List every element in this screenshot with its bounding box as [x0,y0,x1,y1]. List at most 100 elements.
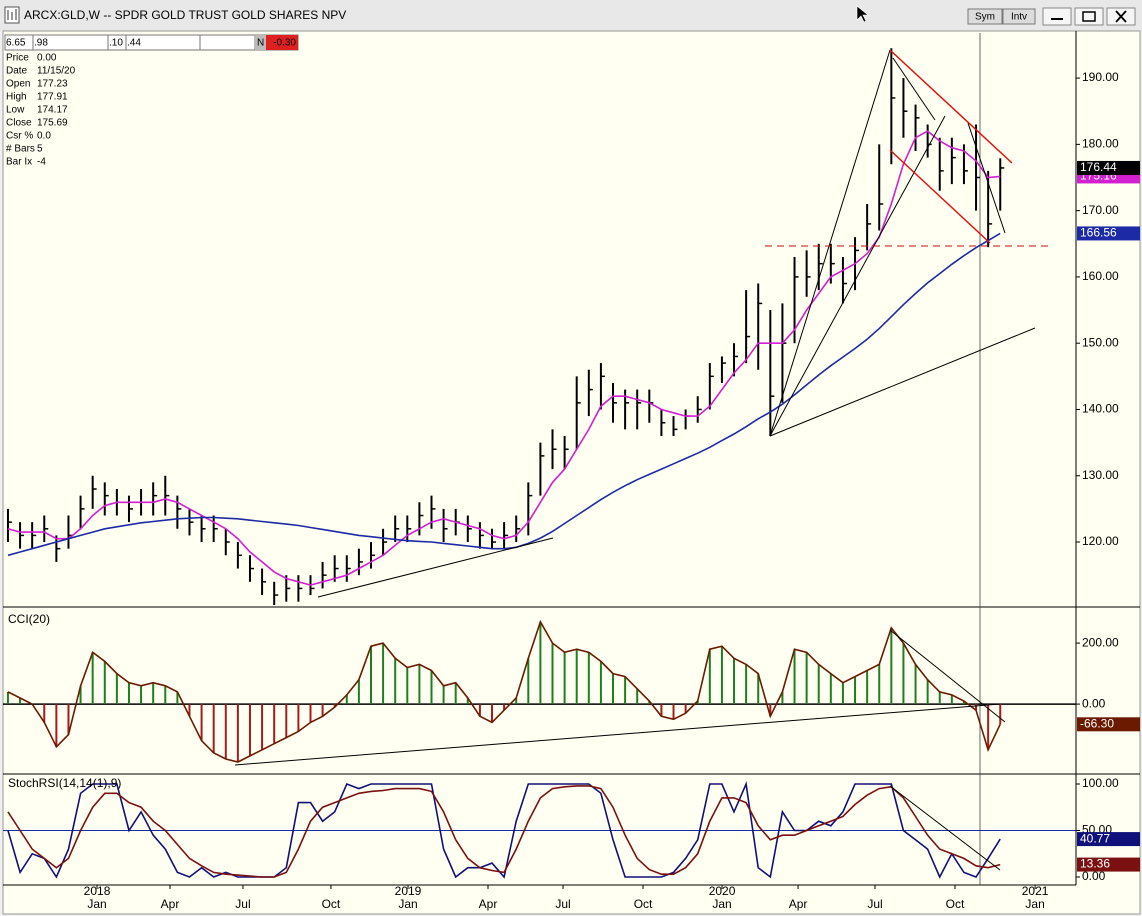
stoch-line [7,785,1001,878]
x-tick-label: Jul [867,897,882,911]
stoch-line [7,781,1001,879]
cci-line [7,619,1001,763]
x-tick-label: Oct [322,897,341,911]
info-value: 177.23 [37,79,68,90]
trendline [892,57,936,121]
trendline [889,785,1001,871]
value-box-label: -66.30 [1080,716,1114,730]
maximize-button[interactable] [1074,7,1104,26]
annotations [234,49,1048,871]
info-value: 174.17 [37,105,68,116]
info-label: Date [6,66,28,77]
moving-average [7,130,1001,586]
value-box [1077,857,1140,872]
trendline [769,49,891,437]
x-tick-label: Jan [87,897,106,911]
trendline [889,629,1006,723]
info-label: Bar Ix [6,157,32,168]
year-label: 2021 [1022,884,1049,898]
info-label: # Bars [6,144,35,155]
info-value: 177.91 [37,92,68,103]
y-tick-label: 160.00 [1082,269,1119,283]
x-tick-label: Jul [555,897,570,911]
value-box [1077,832,1140,847]
info-value: 0.0 [37,131,51,142]
info-value: 0.00 [37,53,57,64]
data-box-bar [4,34,299,51]
x-tick-label: Apr [479,897,498,911]
marks [3,48,1080,889]
value-box [1077,226,1140,241]
x-tick-label: Jul [235,897,250,911]
channel-line [889,149,991,244]
value-box-label: 176.44 [1080,160,1117,174]
x-tick-label: Jan [712,897,731,911]
y-tick-label: 190.00 [1082,70,1119,84]
y-tick-label: 0.00 [1082,869,1106,883]
y-tick-label: 0.00 [1082,696,1106,710]
x-tick-label: Jan [1025,897,1044,911]
info-value: 5 [37,144,43,155]
data-cell: 6.65 [6,38,26,49]
x-tick-label: Oct [946,897,965,911]
chart-area [2,30,1141,915]
x-tick-label: Apr [161,897,180,911]
flag-cell [255,35,266,50]
info-label: Open [6,79,30,90]
title-bar [0,0,1142,31]
mouse-cursor [856,5,869,23]
y-tick-label: 120.00 [1082,534,1119,548]
data-cell: .98 [34,38,48,49]
trendline [769,327,1036,437]
app-icon-glyph [7,9,17,20]
change-cell [266,35,298,50]
year-label: 2020 [709,884,736,898]
y-tick-label: 100.00 [1082,776,1119,790]
info-label: Price [6,53,29,64]
maximize-glyph [1082,11,1096,22]
value-box [1077,160,1140,175]
value-box-label: 40.77 [1080,831,1110,845]
info-label: Close [6,118,32,129]
info-value: 175.69 [37,118,68,129]
window-title: ARCX:GLD,W -- SPDR GOLD TRUST GOLD SHARE… [24,8,346,22]
intv-button-label[interactable]: Intv [1011,12,1027,23]
trendline [769,115,946,437]
channel-line [889,49,1013,164]
value-box-label: 13.36 [1080,857,1110,871]
x-tick-label: Jan [398,897,417,911]
value-box-label: 166.56 [1080,226,1117,240]
data-cell: .44 [127,38,141,49]
labels: Price 0.00 Date 11/15/20 Open 177.23 High 177.9… [6,53,1140,911]
y-tick-label: 200.00 [1082,635,1119,649]
sym-button[interactable] [967,8,1003,25]
y-tick-label: 170.00 [1082,203,1119,217]
info-label: Csr % [6,131,33,142]
value-box [1077,717,1140,732]
data-cell: .10 [109,38,123,49]
x-tick-label: Oct [634,897,653,911]
y-tick-label: 180.00 [1082,137,1119,151]
panel-title: CCI(20) [8,612,50,626]
info-value: 11/15/20 [37,66,76,77]
trendline [234,703,1001,766]
year-label: 2018 [84,884,111,898]
y-tick-label: 150.00 [1082,335,1119,349]
info-label: High [6,92,27,103]
y-tick-label: 130.00 [1082,468,1119,482]
intv-button[interactable] [1002,8,1036,25]
sym-button-label[interactable]: Sym [975,12,995,23]
flag: N [257,38,264,49]
y-tick-label: 140.00 [1082,402,1119,416]
close-glyph [1115,10,1127,23]
x-tick-label: Apr [789,897,808,911]
year-label: 2019 [395,884,422,898]
trendline [317,537,554,598]
change: -0.30 [273,38,296,49]
panel-title: StochRSI(14,14(1),9) [8,776,121,790]
info-label: Low [6,105,25,116]
minimize-button[interactable] [1042,7,1072,26]
trendline [967,122,1006,234]
info-value: -4 [37,157,46,168]
